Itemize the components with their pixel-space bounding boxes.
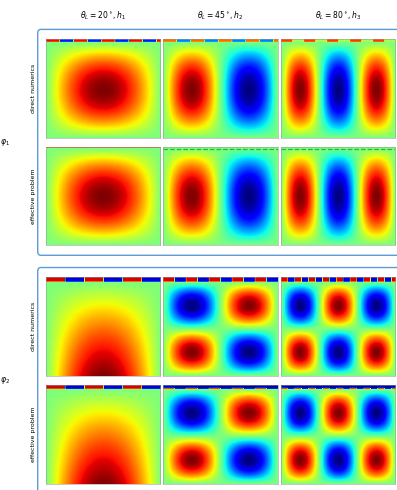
Text: effective problem: effective problem	[31, 169, 36, 224]
Text: $\theta_L = 20^\circ, h_1$: $\theta_L = 20^\circ, h_1$	[80, 10, 126, 22]
Text: $\varphi_2$: $\varphi_2$	[0, 375, 10, 386]
Text: $\theta_L = 45^\circ, h_2$: $\theta_L = 45^\circ, h_2$	[197, 10, 243, 22]
Text: $\theta_L = 80^\circ, h_3$: $\theta_L = 80^\circ, h_3$	[314, 10, 361, 22]
Text: effective problem: effective problem	[31, 407, 36, 462]
Text: $\varphi_1$: $\varphi_1$	[0, 137, 10, 148]
Text: direct numerics: direct numerics	[31, 64, 36, 113]
Text: direct numerics: direct numerics	[31, 302, 36, 351]
